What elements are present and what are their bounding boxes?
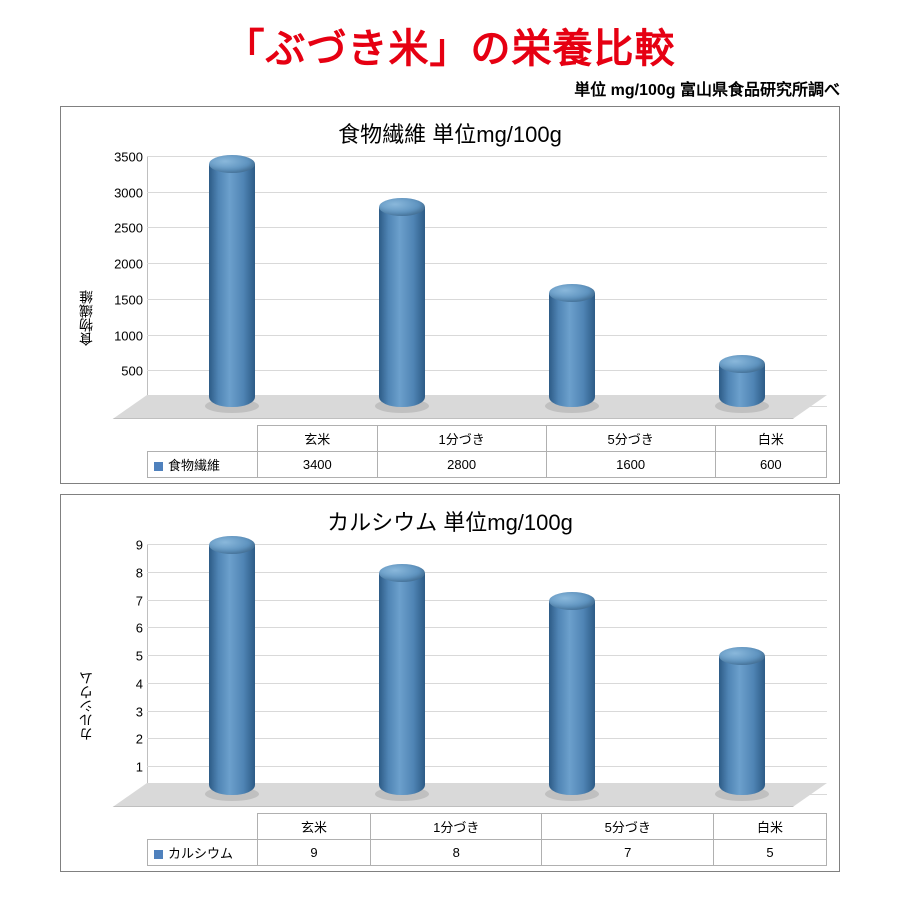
bar-白米: [719, 364, 765, 407]
series-label-text: カルシウム: [168, 846, 233, 861]
bar-slot: [487, 157, 657, 407]
category-header: 1分づき: [370, 814, 542, 840]
bar-5分づき: [549, 293, 595, 407]
y-axis-ticks: 0123456789: [99, 545, 147, 795]
y-tick: 1500: [114, 292, 143, 307]
plot-area: [147, 157, 827, 407]
bar-slot: [317, 545, 487, 795]
y-tick: 8: [136, 565, 143, 580]
y-tick: 1000: [114, 328, 143, 343]
category-header: 5分づき: [546, 426, 715, 452]
charts-container: 食物繊維 単位mg/100g食物繊維0500100015002000250030…: [40, 106, 860, 872]
chart-title: 食物繊維 単位mg/100g: [73, 117, 827, 149]
chart-fiber: 食物繊維 単位mg/100g食物繊維0500100015002000250030…: [60, 106, 840, 484]
bar-1分づき: [379, 207, 425, 407]
bar-玄米: [209, 545, 255, 795]
y-tick: 9: [136, 538, 143, 553]
bar-slot: [657, 157, 827, 407]
series-label-text: 食物繊維: [168, 458, 220, 473]
bar-slot: [147, 545, 317, 795]
category-header: 玄米: [258, 814, 371, 840]
y-axis-label: 食物繊維: [76, 290, 96, 346]
y-tick: 2500: [114, 221, 143, 236]
bar-slot: [317, 157, 487, 407]
category-header: 1分づき: [377, 426, 546, 452]
category-header: 玄米: [258, 426, 378, 452]
bar-1分づき: [379, 573, 425, 795]
y-tick: 3500: [114, 150, 143, 165]
bar-5分づき: [549, 601, 595, 795]
bar-slot: [147, 157, 317, 407]
value-cell: 1600: [546, 452, 715, 478]
bar-slot: [487, 545, 657, 795]
y-tick: 6: [136, 621, 143, 636]
series-label-cell: 食物繊維: [148, 452, 258, 478]
value-cell: 5: [714, 840, 827, 866]
value-cell: 7: [542, 840, 714, 866]
value-cell: 9: [258, 840, 371, 866]
bar-slot: [657, 545, 827, 795]
value-cell: 3400: [258, 452, 378, 478]
chart-calcium: カルシウム 単位mg/100gカルシウム0123456789玄米1分づき5分づき…: [60, 494, 840, 872]
table-corner-cell: [148, 814, 258, 840]
y-tick: 2: [136, 732, 143, 747]
bar-白米: [719, 656, 765, 795]
y-tick: 3000: [114, 185, 143, 200]
legend-marker-icon: [154, 850, 163, 859]
y-tick: 4: [136, 676, 143, 691]
y-tick: 500: [121, 364, 143, 379]
page-title: 「ぶづき米」の栄養比較: [40, 16, 860, 74]
y-axis-label: カルシウム: [76, 671, 96, 741]
page-subtitle: 単位 mg/100g 富山県食品研究所調べ: [40, 76, 840, 100]
data-table: 玄米1分づき5分づき白米カルシウム 9875: [147, 813, 827, 866]
y-tick: 2000: [114, 257, 143, 272]
category-header: 白米: [715, 426, 826, 452]
y-tick: 7: [136, 593, 143, 608]
value-cell: 2800: [377, 452, 546, 478]
plot-area: [147, 545, 827, 795]
category-header: 5分づき: [542, 814, 714, 840]
y-axis-ticks: 0500100015002000250030003500: [99, 157, 147, 407]
data-table: 玄米1分づき5分づき白米食物繊維 340028001600600: [147, 425, 827, 478]
chart-title: カルシウム 単位mg/100g: [73, 505, 827, 537]
y-tick: 1: [136, 760, 143, 775]
y-tick: 5: [136, 649, 143, 664]
value-cell: 600: [715, 452, 826, 478]
table-corner-cell: [148, 426, 258, 452]
legend-marker-icon: [154, 462, 163, 471]
series-label-cell: カルシウム: [148, 840, 258, 866]
value-cell: 8: [370, 840, 542, 866]
category-header: 白米: [714, 814, 827, 840]
y-tick: 3: [136, 704, 143, 719]
bar-玄米: [209, 164, 255, 407]
